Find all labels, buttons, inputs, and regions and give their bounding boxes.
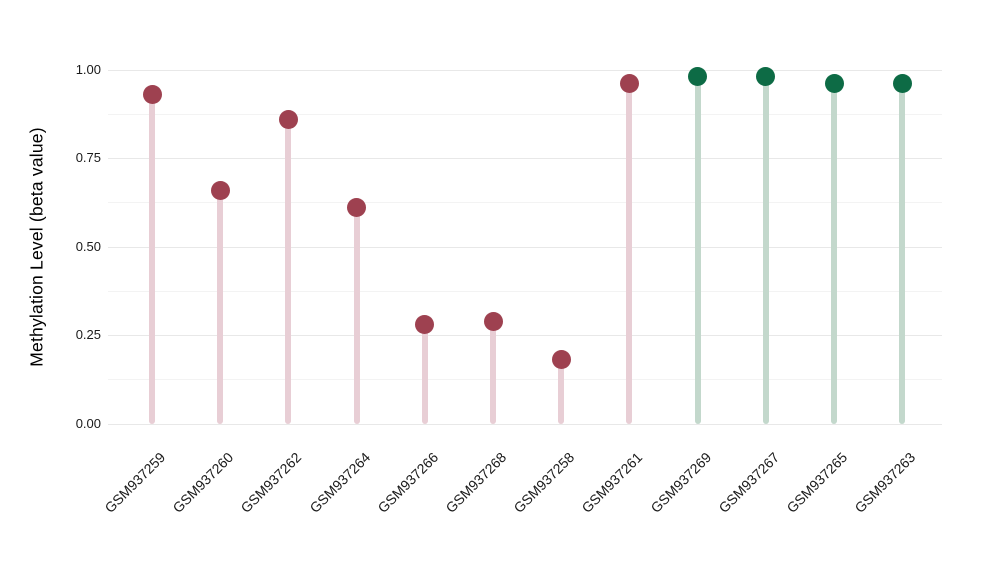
gridline-minor <box>108 290 942 292</box>
gridline-major <box>108 69 942 71</box>
data-point <box>142 84 162 104</box>
gridline-minor <box>108 379 942 381</box>
y-tick-label: 1.00 <box>75 61 101 77</box>
y-tick-label: 0.75 <box>75 150 101 166</box>
lollipop-stem <box>285 119 292 424</box>
gridline-minor <box>108 113 942 115</box>
data-point <box>824 74 844 94</box>
lollipop-stem <box>353 207 360 424</box>
data-point <box>688 67 708 87</box>
gridline-minor <box>108 202 942 204</box>
lollipop-stem <box>831 83 837 424</box>
gridline-major <box>108 423 942 425</box>
lollipop-stem <box>490 321 496 424</box>
gridline-major <box>108 246 942 248</box>
data-point <box>210 180 230 200</box>
lollipop-stem <box>762 76 769 424</box>
lollipop-stem <box>149 94 155 424</box>
y-tick-label: 0.25 <box>75 327 101 343</box>
gridline-major <box>108 335 942 337</box>
lollipop-stem <box>217 190 224 424</box>
data-point <box>551 350 571 370</box>
data-point <box>415 315 435 335</box>
data-point <box>347 198 367 218</box>
lollipop-stem <box>421 324 428 424</box>
plot-panel <box>108 50 942 442</box>
lollipop-stem <box>694 76 701 424</box>
gridline-major <box>108 158 942 160</box>
data-point <box>483 311 503 331</box>
data-point <box>619 74 639 94</box>
lollipop-stem <box>899 83 906 424</box>
lollipop-stem <box>626 83 633 424</box>
data-point <box>892 74 912 94</box>
data-point <box>756 67 776 87</box>
x-tick-label: GSM937259 <box>101 449 169 516</box>
y-tick-label: 0.50 <box>75 238 101 254</box>
y-tick-label: 0.00 <box>75 415 101 431</box>
data-point <box>278 109 298 129</box>
lollipop-stem <box>558 359 565 424</box>
